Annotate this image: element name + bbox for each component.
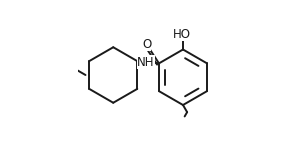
- Text: NH: NH: [137, 56, 155, 69]
- Text: HO: HO: [173, 28, 191, 41]
- Text: O: O: [142, 38, 151, 51]
